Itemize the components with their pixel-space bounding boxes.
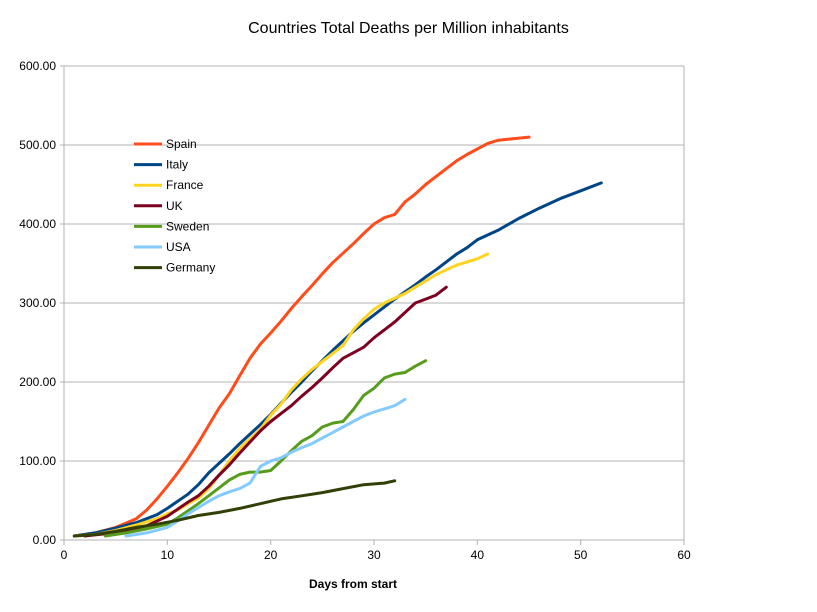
series-lines <box>72 135 603 538</box>
legend-label-sweden: Sweden <box>166 219 209 233</box>
y-tick-label: 0.00 <box>33 533 57 547</box>
chart-title: Countries Total Deaths per Million inhab… <box>248 20 569 37</box>
series-line-spain <box>72 135 531 538</box>
x-tick-label: 30 <box>367 548 381 562</box>
y-tick-label: 300.00 <box>19 296 56 310</box>
x-tick-label: 50 <box>574 548 588 562</box>
y-tick-label: 100.00 <box>19 454 56 468</box>
series-line-uk <box>83 285 448 538</box>
x-tick-label: 20 <box>264 548 278 562</box>
axes: 0.00 100.00 200.00 300.00 400.00 500.00 600.00… <box>19 59 691 562</box>
y-tick-label: 400.00 <box>19 217 56 231</box>
series-line-usa <box>124 397 407 538</box>
y-tick-label: 600.00 <box>19 59 56 73</box>
series-line-sweden <box>103 359 428 538</box>
legend-label-germany: Germany <box>166 261 215 275</box>
series-line-italy <box>72 181 603 538</box>
legend-label-spain: Spain <box>166 137 197 151</box>
y-tick-label: 200.00 <box>19 375 56 389</box>
series-line-france <box>72 252 490 538</box>
x-tick-label: 60 <box>677 548 691 562</box>
legend-label-uk: UK <box>166 199 183 213</box>
x-tick-label: 40 <box>471 548 485 562</box>
legend-label-france: France <box>166 178 204 192</box>
x-tick-label: 10 <box>161 548 175 562</box>
x-axis-label: Days from start <box>308 577 398 591</box>
gridlines <box>64 65 684 541</box>
y-tick-label: 500.00 <box>19 138 56 152</box>
legend-label-usa: USA <box>166 240 191 254</box>
x-tick-label: 0 <box>61 548 68 562</box>
legend-label-italy: Italy <box>166 158 188 172</box>
legend: Spain Italy France UK Sweden USA Germany <box>134 137 215 275</box>
series-line-germany <box>72 479 397 538</box>
